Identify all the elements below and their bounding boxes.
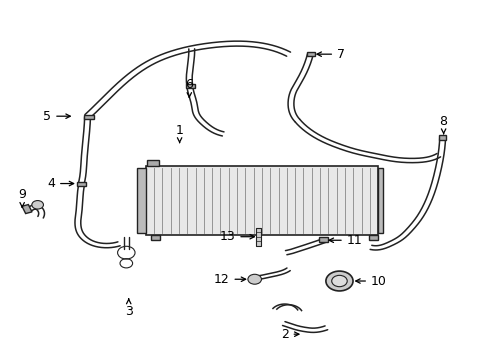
- Text: 13: 13: [220, 230, 254, 243]
- Bar: [318, 237, 328, 242]
- Bar: [378, 168, 383, 233]
- Text: 4: 4: [47, 177, 74, 190]
- Text: 7: 7: [317, 48, 345, 61]
- Bar: [368, 235, 378, 240]
- Text: 6: 6: [185, 78, 193, 97]
- Circle shape: [248, 274, 262, 284]
- Bar: [147, 160, 159, 166]
- Bar: [256, 228, 261, 246]
- Text: 3: 3: [125, 299, 133, 318]
- Text: 11: 11: [329, 234, 363, 247]
- Text: 5: 5: [43, 110, 70, 123]
- Text: 2: 2: [281, 328, 299, 341]
- Circle shape: [326, 271, 353, 291]
- Bar: [308, 52, 315, 56]
- Bar: [186, 84, 195, 88]
- Circle shape: [32, 201, 44, 209]
- Bar: [22, 204, 32, 213]
- Text: 12: 12: [214, 273, 245, 286]
- Bar: [84, 114, 94, 119]
- Text: 9: 9: [18, 188, 26, 207]
- Text: 10: 10: [356, 275, 387, 288]
- Bar: [137, 168, 146, 233]
- Bar: [150, 235, 160, 240]
- Text: 1: 1: [175, 124, 184, 143]
- Bar: [77, 182, 86, 186]
- Bar: [146, 166, 378, 235]
- Text: 8: 8: [440, 115, 448, 134]
- Bar: [439, 135, 446, 140]
- Circle shape: [332, 275, 347, 287]
